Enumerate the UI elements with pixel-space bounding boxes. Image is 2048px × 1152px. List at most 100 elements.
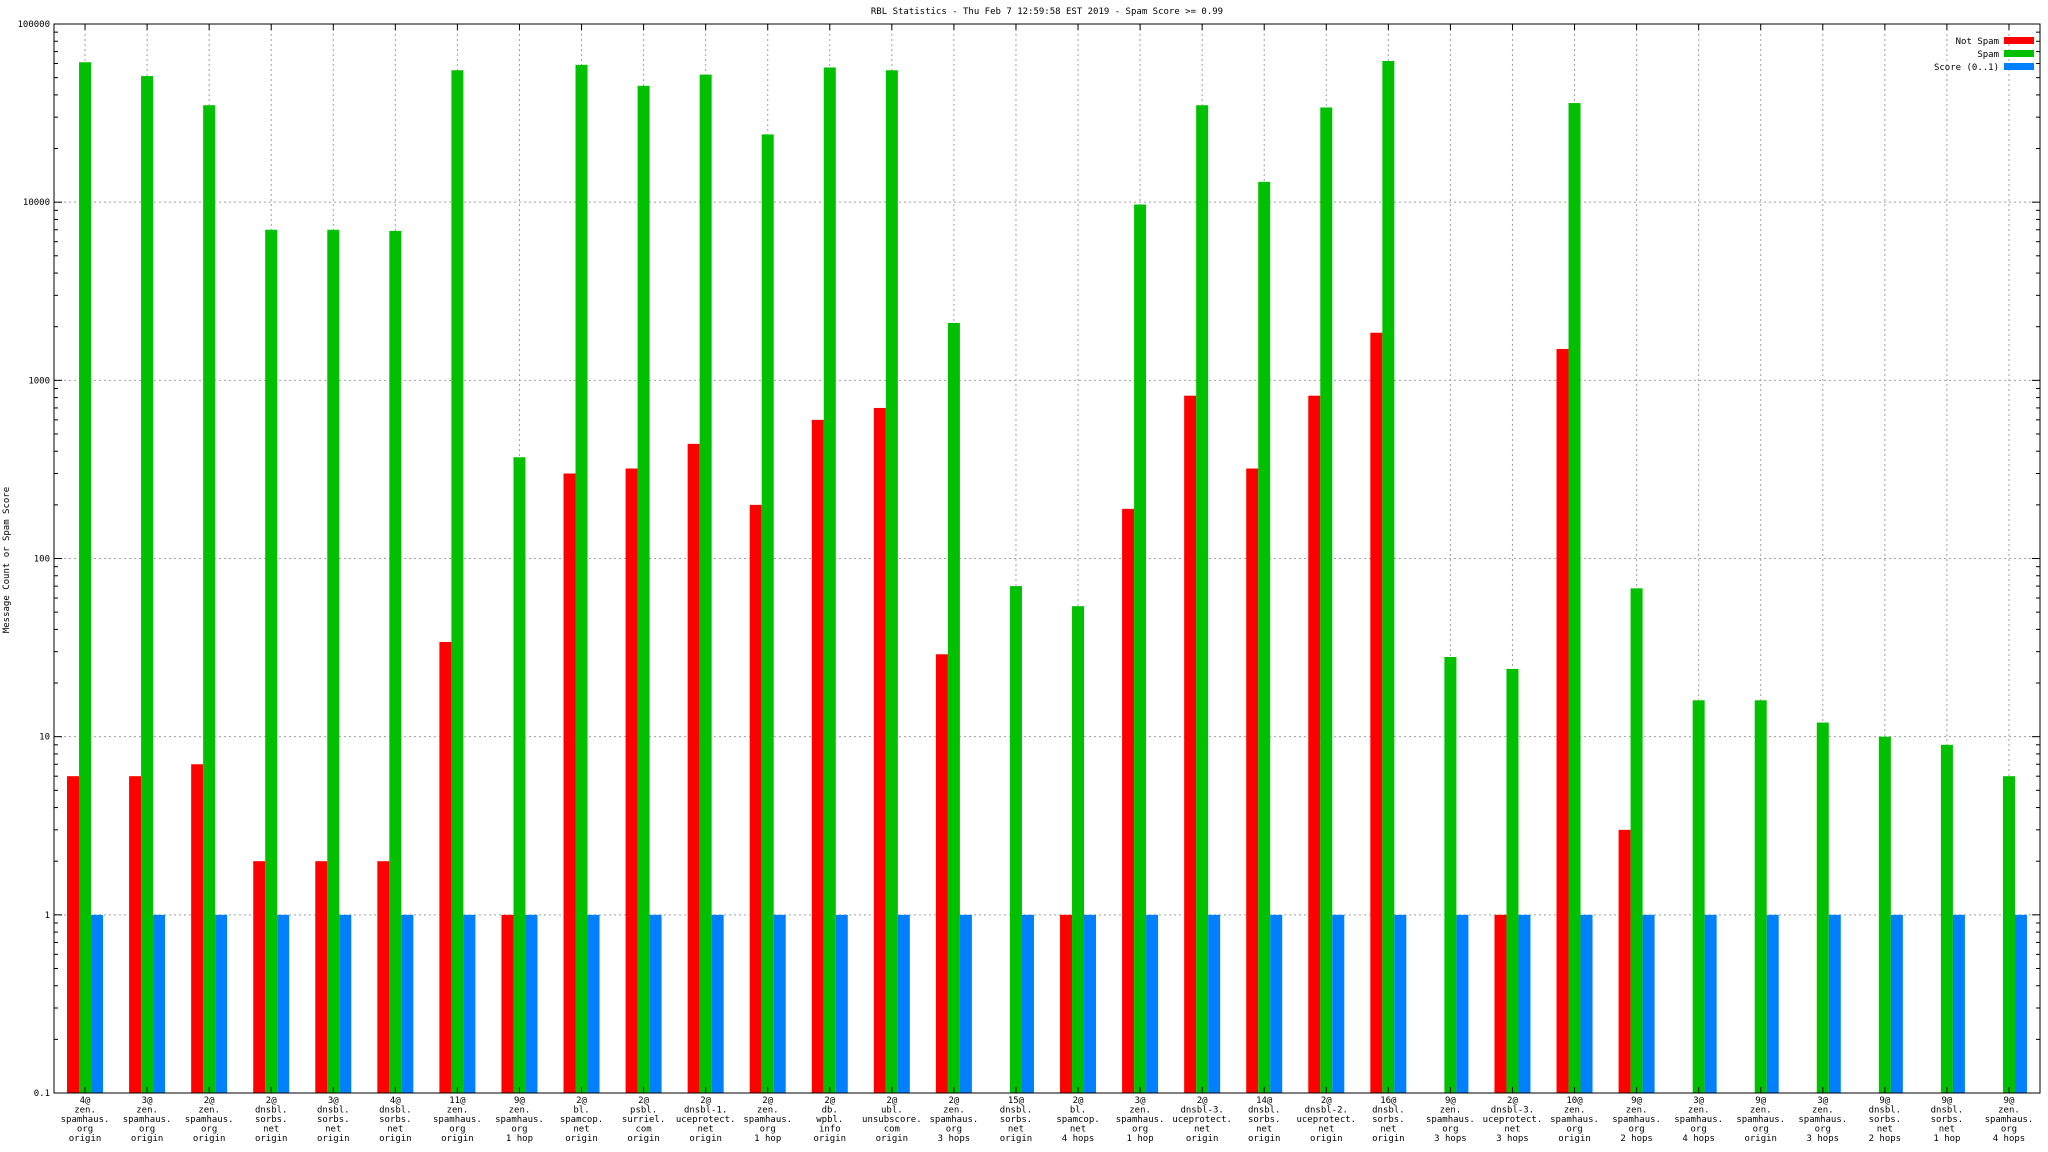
x-category-label: 3@ zen. spamhaus. org 1 hop: [1116, 1096, 1165, 1144]
y-tick-label: 10000: [23, 198, 50, 208]
x-category-line: wpbl.: [816, 1115, 843, 1125]
x-category-line: zen.: [757, 1106, 779, 1116]
x-category-label: 11@ zen. spamhaus. org origin: [433, 1096, 482, 1144]
bar-spam: [2002, 776, 2015, 1093]
x-category-line: spamhaus.: [1426, 1115, 1475, 1125]
bar-spam: [141, 76, 154, 1093]
bar-score-0-1: [897, 914, 910, 1093]
x-category-line: dnsbl-3.: [1180, 1106, 1223, 1116]
bar-not-spam: [1370, 332, 1383, 1093]
x-category-line: origin: [69, 1134, 102, 1144]
bar-score-0-1: [1518, 914, 1531, 1093]
bar-score-0-1: [277, 914, 290, 1093]
x-category-line: spamhaus.: [930, 1115, 979, 1125]
bar-score-0-1: [587, 914, 600, 1093]
bar-spam: [1506, 668, 1519, 1093]
x-category-label: 2@ bl. spamcop. net 4 hops: [1056, 1096, 1099, 1144]
legend-label: Score (0..1): [1934, 63, 1999, 73]
x-category-label: 3@ zen. spamhaus. org 4 hops: [1674, 1096, 1723, 1144]
bar-not-spam: [749, 504, 762, 1094]
bar-score-0-1: [1456, 914, 1469, 1093]
bar-spam: [389, 230, 402, 1093]
x-category-label: 9@ zen. spamhaus. org 1 hop: [495, 1096, 544, 1144]
x-category-line: 11@: [449, 1096, 466, 1106]
x-category-line: 3@: [1817, 1096, 1828, 1106]
x-category-line: org: [1815, 1125, 1831, 1135]
bar-not-spam: [1060, 914, 1073, 1093]
chart-title: RBL Statistics - Thu Feb 7 12:59:58 EST …: [871, 7, 1223, 17]
y-tick-label: 100000: [17, 20, 50, 30]
x-category-line: 16@: [1380, 1096, 1397, 1106]
x-category-line: 14@: [1256, 1096, 1273, 1106]
bar-not-spam: [1494, 914, 1507, 1093]
x-category-line: origin: [255, 1134, 288, 1144]
x-category-line: 1 hop: [506, 1134, 533, 1144]
x-category-line: org: [1753, 1125, 1769, 1135]
x-category-line: ubl.: [881, 1106, 903, 1116]
x-category-line: 9@: [1879, 1096, 1890, 1106]
x-category-line: dnsbl.: [379, 1106, 412, 1116]
x-category-line: uceprotect.: [676, 1115, 736, 1125]
bar-spam: [1009, 586, 1022, 1093]
x-category-line: dnsbl.: [317, 1106, 350, 1116]
x-category-line: net: [1939, 1125, 1955, 1135]
x-category-line: dnsbl-1.: [684, 1106, 727, 1116]
x-category-line: org: [1442, 1125, 1458, 1135]
bar-not-spam: [129, 776, 142, 1093]
x-category-line: 4@: [390, 1096, 401, 1106]
x-category-line: spamhaus.: [1798, 1115, 1847, 1125]
x-category-line: 4@: [80, 1096, 91, 1106]
bar-not-spam: [1556, 348, 1569, 1094]
x-category-line: sorbs.: [1869, 1115, 1902, 1125]
chart-bars: [67, 60, 2027, 1094]
bar-score-0-1: [959, 914, 972, 1093]
legend-swatch: [2004, 63, 2034, 70]
x-category-line: 2@: [824, 1096, 835, 1106]
bar-spam: [451, 70, 464, 1093]
x-category-line: 1 hop: [1933, 1134, 1960, 1144]
bar-score-0-1: [1394, 914, 1407, 1093]
bar-spam: [1878, 736, 1891, 1093]
x-category-line: 2@: [1321, 1096, 1332, 1106]
x-category-line: origin: [876, 1134, 909, 1144]
bar-spam: [1196, 105, 1209, 1094]
x-category-line: 2@: [762, 1096, 773, 1106]
x-category-line: spamhaus.: [495, 1115, 544, 1125]
legend-swatch: [2004, 50, 2034, 57]
bar-spam: [761, 134, 774, 1094]
x-category-line: dnsbl.: [1372, 1106, 1405, 1116]
bar-not-spam: [811, 419, 824, 1093]
bar-spam: [1630, 588, 1643, 1093]
bar-score-0-1: [835, 914, 848, 1093]
x-category-line: org: [1691, 1125, 1707, 1135]
x-category-line: org: [1132, 1125, 1148, 1135]
bar-not-spam: [1246, 468, 1259, 1093]
x-category-line: origin: [1558, 1134, 1591, 1144]
x-category-line: net: [1380, 1125, 1396, 1135]
x-category-line: 3 hops: [938, 1134, 971, 1144]
y-tick-label: 10: [39, 733, 50, 743]
x-category-label: 9@ zen. spamhaus. org 4 hops: [1985, 1096, 2034, 1144]
x-category-line: spamcop.: [560, 1115, 603, 1125]
x-category-line: uceprotect.: [1296, 1115, 1356, 1125]
x-category-line: org: [2001, 1125, 2017, 1135]
x-category-line: dnsbl.: [1000, 1106, 1033, 1116]
x-category-line: 9@: [2004, 1096, 2015, 1106]
x-category-line: zen.: [74, 1106, 96, 1116]
x-category-line: uceprotect.: [1483, 1115, 1543, 1125]
x-category-label: 9@ zen. spamhaus. org 2 hops: [1612, 1096, 1661, 1144]
x-category-label: 2@ dnsbl-3. uceprotect. net 3 hops: [1483, 1096, 1543, 1144]
bar-score-0-1: [339, 914, 352, 1093]
x-category-line: spamhaus.: [185, 1115, 234, 1125]
chart-legend: Not Spam Spam Score (0..1): [1934, 37, 2034, 73]
x-category-line: zen.: [1440, 1106, 1462, 1116]
x-category-line: origin: [193, 1134, 226, 1144]
x-category-line: org: [1628, 1125, 1644, 1135]
x-category-line: org: [449, 1125, 465, 1135]
bar-spam: [699, 74, 712, 1093]
x-category-line: origin: [1000, 1134, 1033, 1144]
x-category-line: origin: [1310, 1134, 1343, 1144]
bar-score-0-1: [1890, 914, 1903, 1093]
x-category-line: 3 hops: [1434, 1134, 1467, 1144]
